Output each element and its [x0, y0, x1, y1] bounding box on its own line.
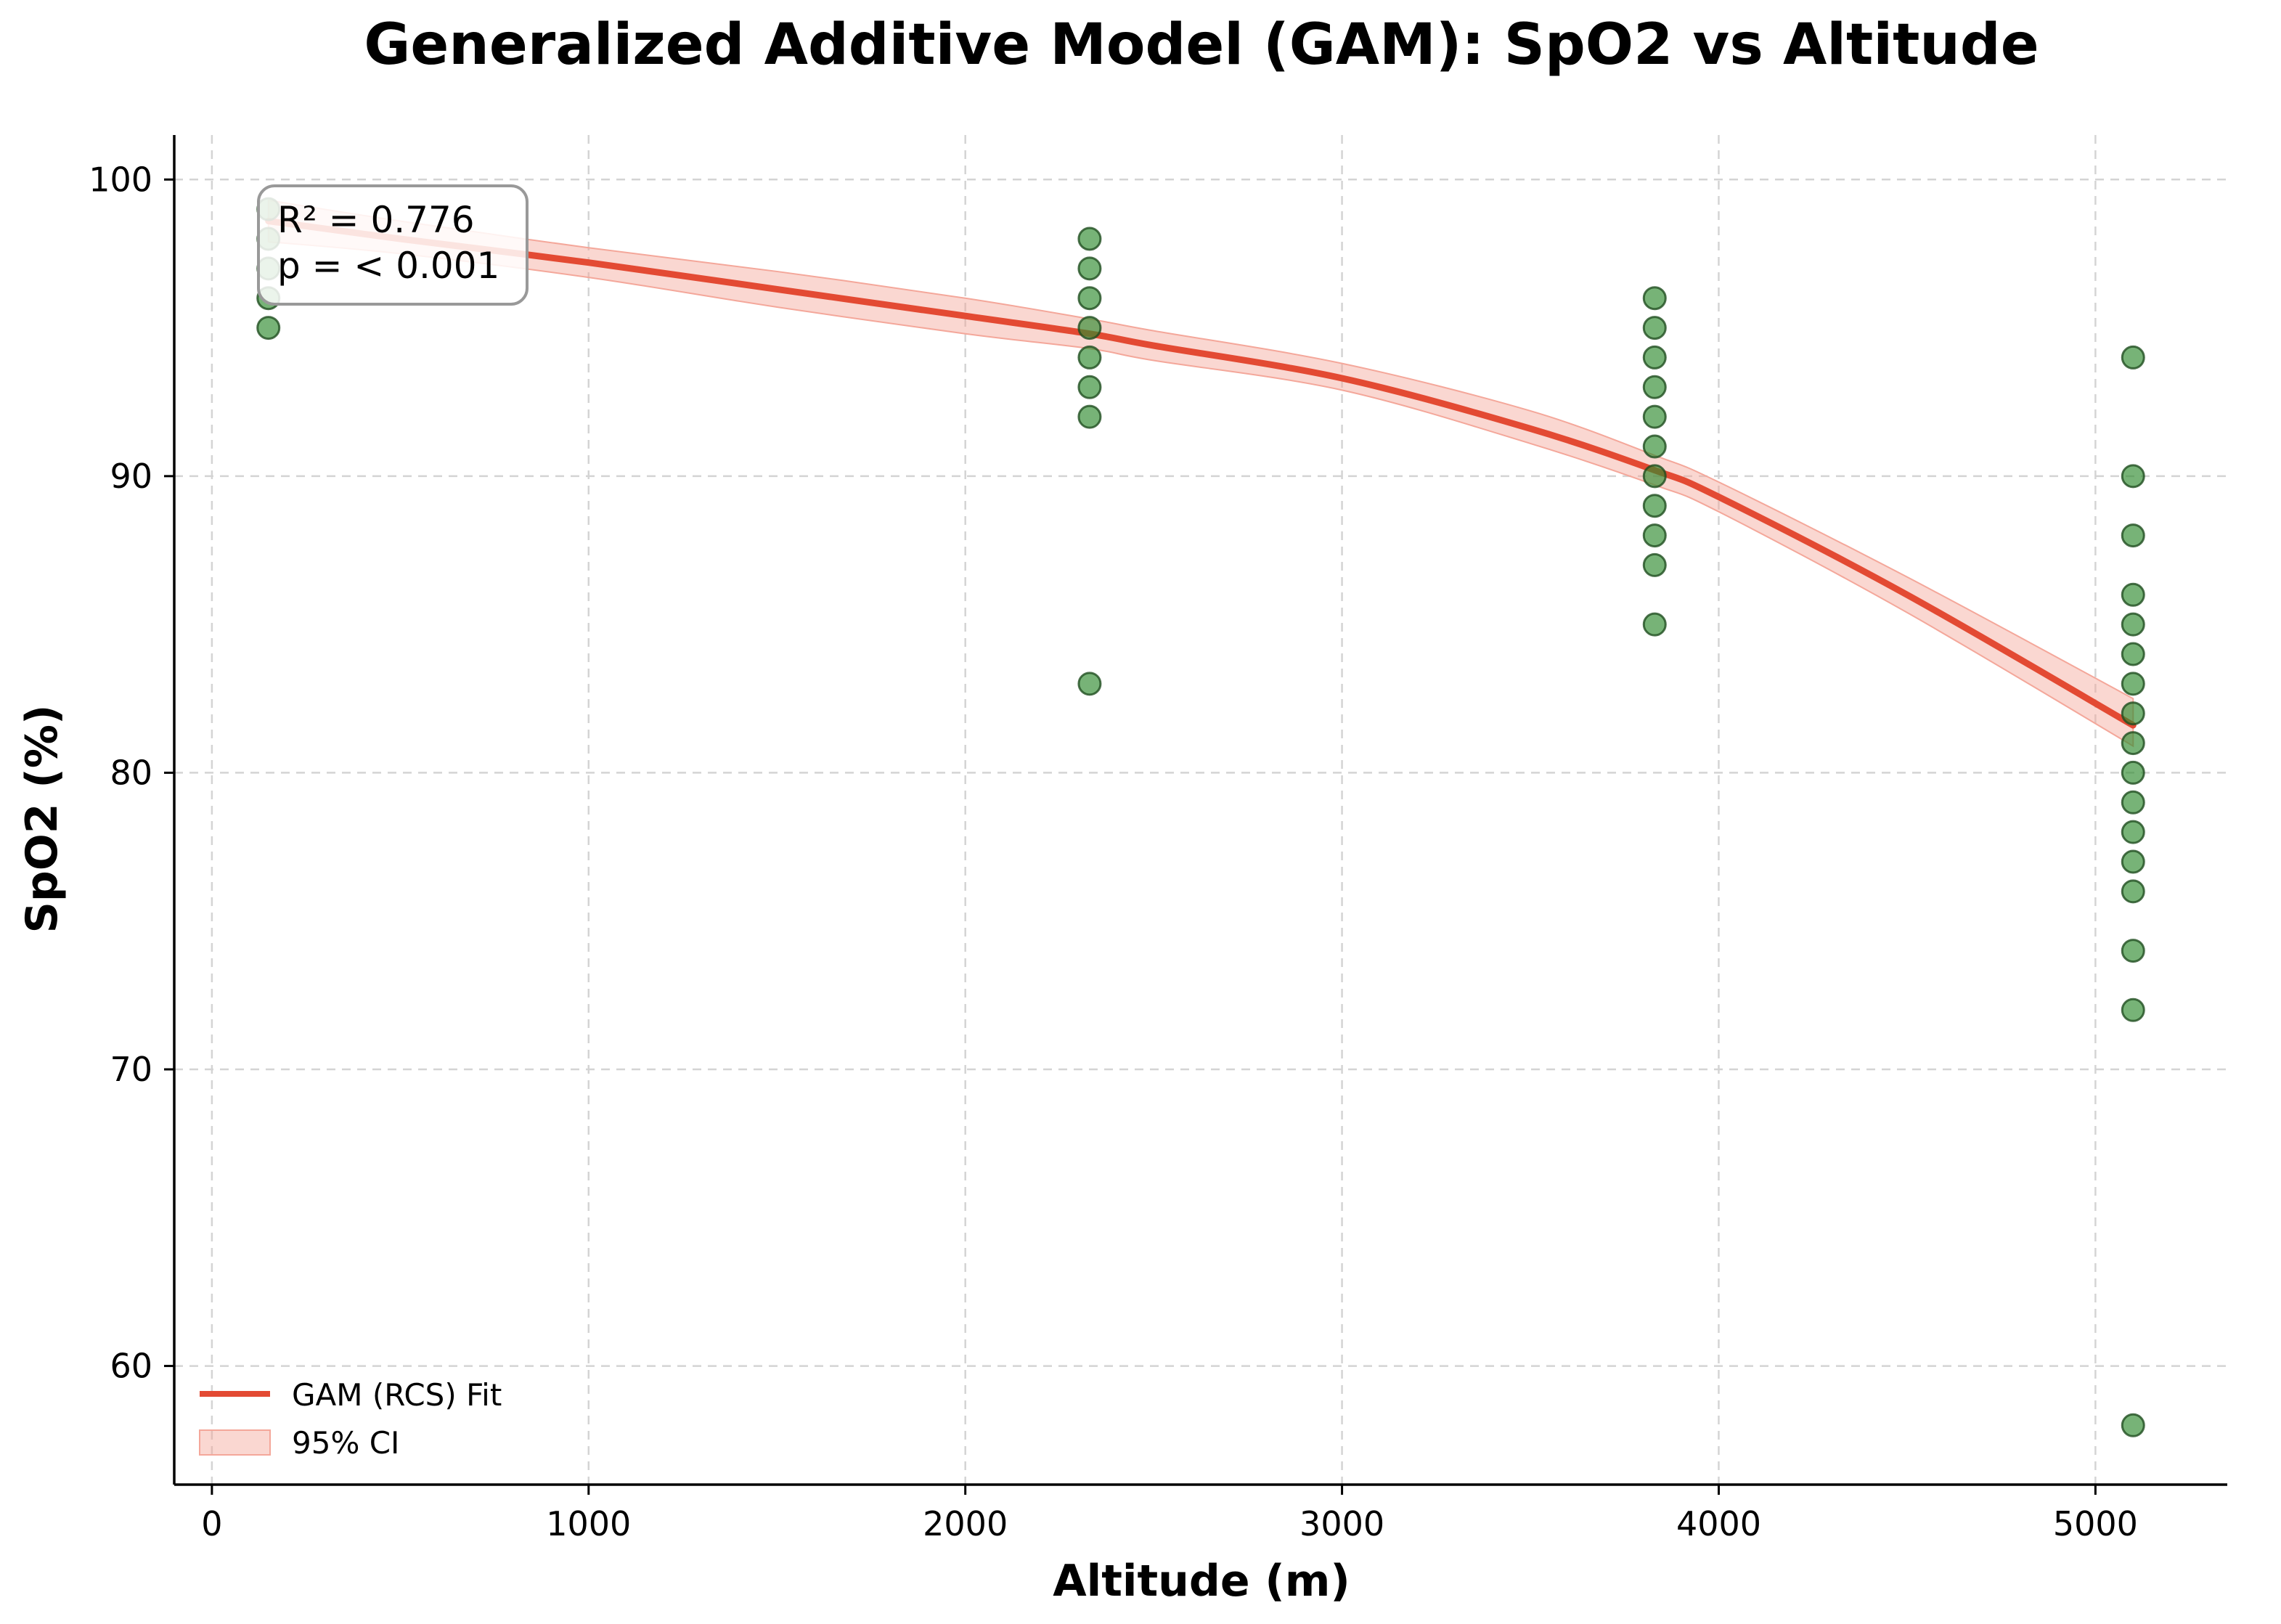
scatter-point	[1642, 464, 1667, 489]
gam-fit-line	[265, 217, 2137, 729]
scatter-point	[1642, 345, 1667, 370]
stats-annotation-box	[257, 184, 529, 306]
chart-title: Generalized Additive Model (GAM): SpO2 v…	[364, 12, 2039, 78]
scatter-point	[1642, 612, 1667, 637]
ci-band-layer	[267, 199, 2134, 748]
scatter-point	[2121, 642, 2145, 666]
fit-line-layer	[265, 217, 2137, 729]
scatter-point	[2121, 879, 2145, 904]
scatter-point	[1642, 375, 1667, 399]
legend-fit-label: GAM (RCS) Fit	[292, 1377, 502, 1413]
y-tick-label: 60	[110, 1347, 152, 1386]
scatter-point	[1077, 375, 1102, 399]
x-tick-label: 3000	[1299, 1504, 1384, 1543]
legend-ci-label: 95% CI	[292, 1425, 399, 1461]
scatter-point	[2121, 820, 2145, 844]
x-tick-label: 2000	[923, 1504, 1008, 1543]
legend: GAM (RCS) Fit 95% CI	[199, 1377, 502, 1461]
y-tick-label: 100	[89, 160, 152, 199]
scatter-point	[1642, 434, 1667, 459]
scatter-point	[2121, 612, 2145, 637]
scatter-point	[2121, 939, 2145, 963]
scatter-point	[1077, 286, 1102, 311]
scatter-point	[256, 316, 281, 340]
ci-band	[267, 199, 2134, 748]
scatter-point	[1642, 286, 1667, 311]
scatter-point	[1642, 494, 1667, 518]
scatter-point	[1077, 345, 1102, 370]
scatter-point	[1642, 404, 1667, 429]
legend-ci-swatch	[199, 1429, 271, 1456]
x-tick-label: 1000	[546, 1504, 631, 1543]
scatter-point	[2121, 997, 2145, 1022]
stats-r-squared: R² = 0.776	[277, 199, 475, 241]
x-axis-label: Altitude (m)	[1053, 1556, 1350, 1607]
scatter-point	[2121, 731, 2145, 756]
scatter-point	[1642, 552, 1667, 577]
tick-labels: 0 1000 2000 3000 4000 5000 60 70 80 90 100	[89, 160, 2138, 1543]
scatter-point	[2121, 523, 2145, 548]
scatter-point	[2121, 1413, 2145, 1437]
scatter-point	[1077, 227, 1102, 251]
x-tick-label: 5000	[2053, 1504, 2138, 1543]
scatter-point	[2121, 701, 2145, 726]
scatter-point	[1077, 404, 1102, 429]
scatter-point	[2121, 790, 2145, 815]
scatter-point	[1642, 316, 1667, 340]
scatter-point	[1077, 316, 1102, 340]
stats-p-value: p = < 0.001	[277, 245, 499, 287]
scatter-point	[2121, 345, 2145, 370]
y-tick-label: 80	[110, 753, 152, 792]
x-tick-label: 0	[201, 1504, 222, 1543]
scatter-point	[1077, 672, 1102, 696]
grid-lines	[174, 135, 2227, 1485]
stats-annotation: R² = 0.776 p = < 0.001	[257, 184, 529, 306]
y-tick-label: 70	[110, 1050, 152, 1089]
scatter-point	[1077, 256, 1102, 281]
axes	[164, 135, 2227, 1495]
scatter-point	[1642, 523, 1667, 548]
x-tick-label: 4000	[1676, 1504, 1761, 1543]
scatter-point	[2121, 672, 2145, 696]
scatter-point	[2121, 582, 2145, 607]
scatter-points-layer	[256, 197, 2145, 1437]
scatter-point	[2121, 464, 2145, 489]
y-axis-label: SpO2 (%)	[17, 705, 68, 934]
scatter-point	[2121, 849, 2145, 874]
y-tick-label: 90	[110, 457, 152, 496]
scatter-point	[2121, 760, 2145, 785]
